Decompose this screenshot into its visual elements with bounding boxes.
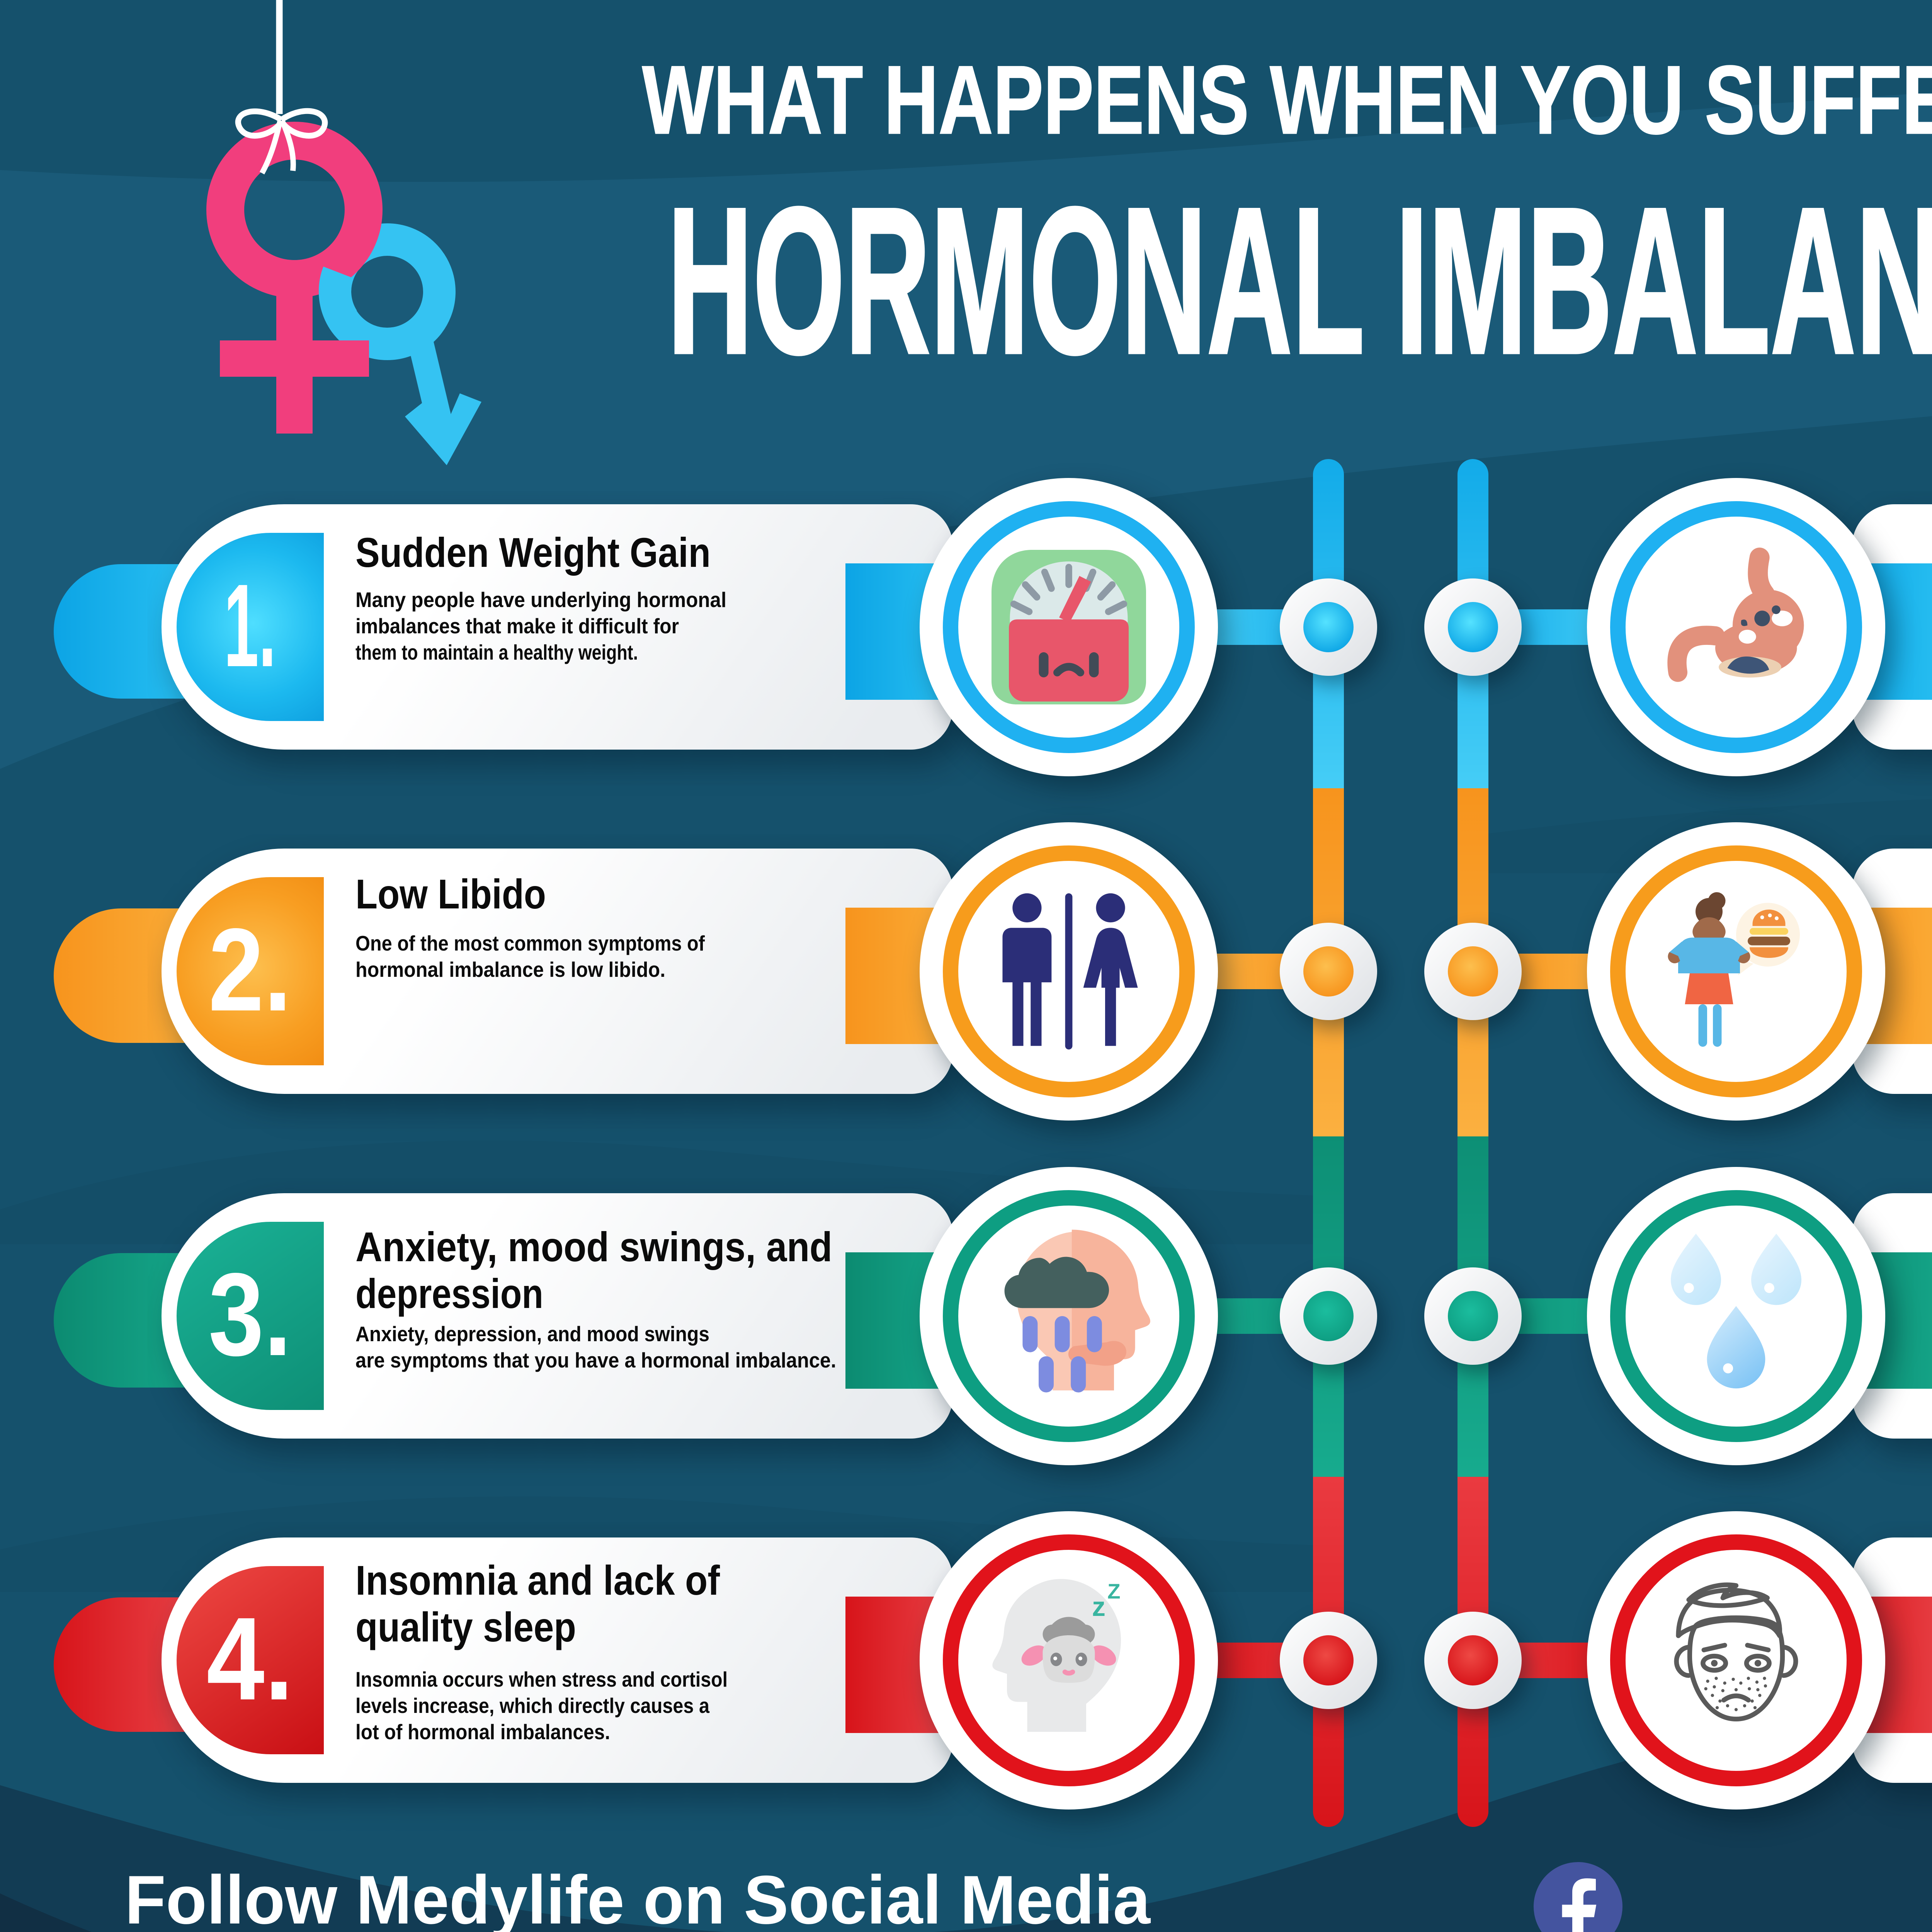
svg-text:1.: 1. — [224, 560, 276, 691]
svg-text:Low Libido: Low Libido — [355, 871, 546, 917]
svg-text:levels increase, which directl: levels increase, which directly causes a — [355, 1694, 709, 1718]
svg-text:them to maintain a healthy wei: them to maintain a healthy weight. — [355, 640, 638, 664]
svg-text:z: z — [1092, 1592, 1105, 1622]
svg-text:depression: depression — [355, 1270, 543, 1317]
svg-text:4.: 4. — [207, 1593, 294, 1725]
svg-text:hormonal imbalance is low libi: hormonal imbalance is low libido. — [355, 957, 665, 981]
svg-text:Anxiety, depression, and mood: Anxiety, depression, and mood swings — [355, 1322, 709, 1346]
svg-text:Anxiety, mood swings, and: Anxiety, mood swings, and — [355, 1223, 832, 1270]
svg-text:HORMONAL IMBALANCE: HORMONAL IMBALANCE — [667, 164, 1932, 397]
svg-text:Insomnia occurs when stress an: Insomnia occurs when stress and cortisol — [355, 1667, 728, 1691]
svg-text:Sudden Weight Gain: Sudden Weight Gain — [355, 529, 711, 576]
svg-text:Follow Medylife on Social Medi: Follow Medylife on Social Media — [125, 1861, 1151, 1932]
svg-text:lot of hormonal imbalances.: lot of hormonal imbalances. — [355, 1720, 610, 1744]
svg-text:Insomnia and lack of: Insomnia and lack of — [355, 1557, 720, 1604]
svg-text:3.: 3. — [209, 1248, 292, 1380]
svg-text:imbalances that make it diffic: imbalances that make it difficult for — [355, 614, 679, 638]
svg-text:quality sleep: quality sleep — [355, 1604, 576, 1650]
svg-text:One of the most common symptom: One of the most common symptoms of — [355, 931, 705, 955]
svg-text:2.: 2. — [209, 904, 292, 1036]
svg-text:Many people have underlying ho: Many people have underlying hormonal — [355, 588, 726, 612]
svg-text:WHAT HAPPENS WHEN YOU SUFFER F: WHAT HAPPENS WHEN YOU SUFFER FROM A — [642, 46, 1932, 154]
svg-text:are symptoms that you have a h: are symptoms that you have a hormonal im… — [355, 1348, 836, 1372]
svg-text:Z: Z — [1107, 1579, 1121, 1603]
